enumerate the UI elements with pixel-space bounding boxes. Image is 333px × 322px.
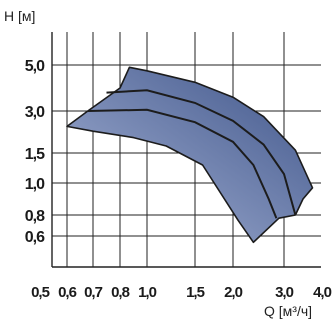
y-tick-label: 1,5 bbox=[25, 146, 45, 163]
x-tick-label: 4,0 bbox=[313, 284, 332, 301]
x-axis-title: Q [м³/ч] bbox=[264, 303, 313, 319]
y-axis-title: H [м] bbox=[4, 8, 36, 24]
y-tick-label: 1,0 bbox=[25, 176, 45, 193]
y-tick-label: 0,8 bbox=[25, 208, 45, 225]
plot-frame bbox=[51, 32, 321, 268]
y-tick-label: 3,0 bbox=[25, 104, 45, 121]
x-tick-label: 2,0 bbox=[224, 284, 243, 301]
x-tick-label: 1,5 bbox=[186, 284, 205, 301]
x-tick-label: 0,8 bbox=[111, 284, 130, 301]
x-tick-label: 0,6 bbox=[58, 284, 77, 301]
x-tick-label: 1,0 bbox=[138, 284, 157, 301]
x-axis-ticks: 0,5 0,6 0,7 0,8 1,0 1,5 2,0 3,0 4,0 bbox=[31, 284, 333, 301]
y-tick-label: 5,0 bbox=[25, 58, 45, 75]
pump-curve-2 bbox=[106, 89, 297, 216]
y-axis-ticks: 5,0 3,0 1,5 1,0 0,8 0,6 bbox=[25, 58, 46, 246]
y-tick-label: 0,6 bbox=[25, 229, 45, 246]
x-tick-label: 0,5 bbox=[31, 284, 50, 301]
x-tick-label: 0,7 bbox=[84, 284, 103, 301]
pump-curve-1 bbox=[87, 108, 278, 219]
x-tick-label: 3,0 bbox=[275, 284, 294, 301]
pump-curves bbox=[87, 89, 297, 219]
